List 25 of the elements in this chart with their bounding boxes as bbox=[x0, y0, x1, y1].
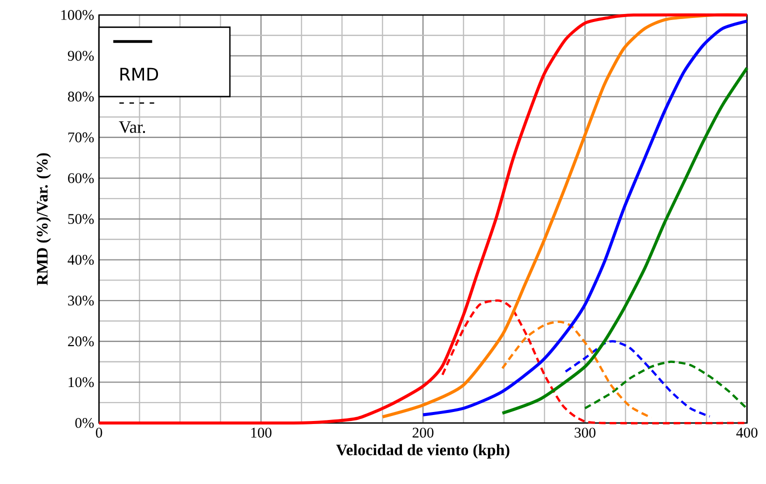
y-tick-label: 100% bbox=[61, 10, 94, 20]
annotation: Var. bbox=[118, 121, 146, 134]
line-series bbox=[97, 13, 749, 425]
x-tick-label: 100 bbox=[251, 428, 272, 438]
y-tick-label: 90% bbox=[68, 50, 94, 61]
annotation: RMD bbox=[120, 68, 158, 80]
x-tick-label: 0 bbox=[96, 428, 102, 438]
x-axis-title: Velocidad de viento (kph) bbox=[336, 444, 510, 459]
y-tick-label: 50% bbox=[68, 214, 94, 224]
x-tick-label: 300 bbox=[574, 428, 596, 438]
y-tick-label: 0% bbox=[75, 418, 94, 428]
y-tick-label: 10% bbox=[68, 377, 94, 388]
annotation: - - - - bbox=[119, 102, 154, 104]
x-tick-label: 400 bbox=[736, 428, 758, 438]
y-tick-label: 30% bbox=[68, 296, 94, 306]
x-tick-label: 200 bbox=[412, 428, 434, 438]
y-axis-title: RMD (%)/Var. (%) bbox=[36, 153, 51, 286]
y-tick-label: 70% bbox=[68, 132, 94, 142]
y-tick-label: 80% bbox=[68, 92, 94, 102]
line-series bbox=[500, 66, 749, 415]
line-series bbox=[564, 340, 711, 418]
y-tick-label: 60% bbox=[68, 173, 94, 184]
y-tick-label: 40% bbox=[68, 254, 94, 265]
line-series bbox=[584, 360, 748, 410]
y-tick-label: 20% bbox=[68, 336, 94, 346]
